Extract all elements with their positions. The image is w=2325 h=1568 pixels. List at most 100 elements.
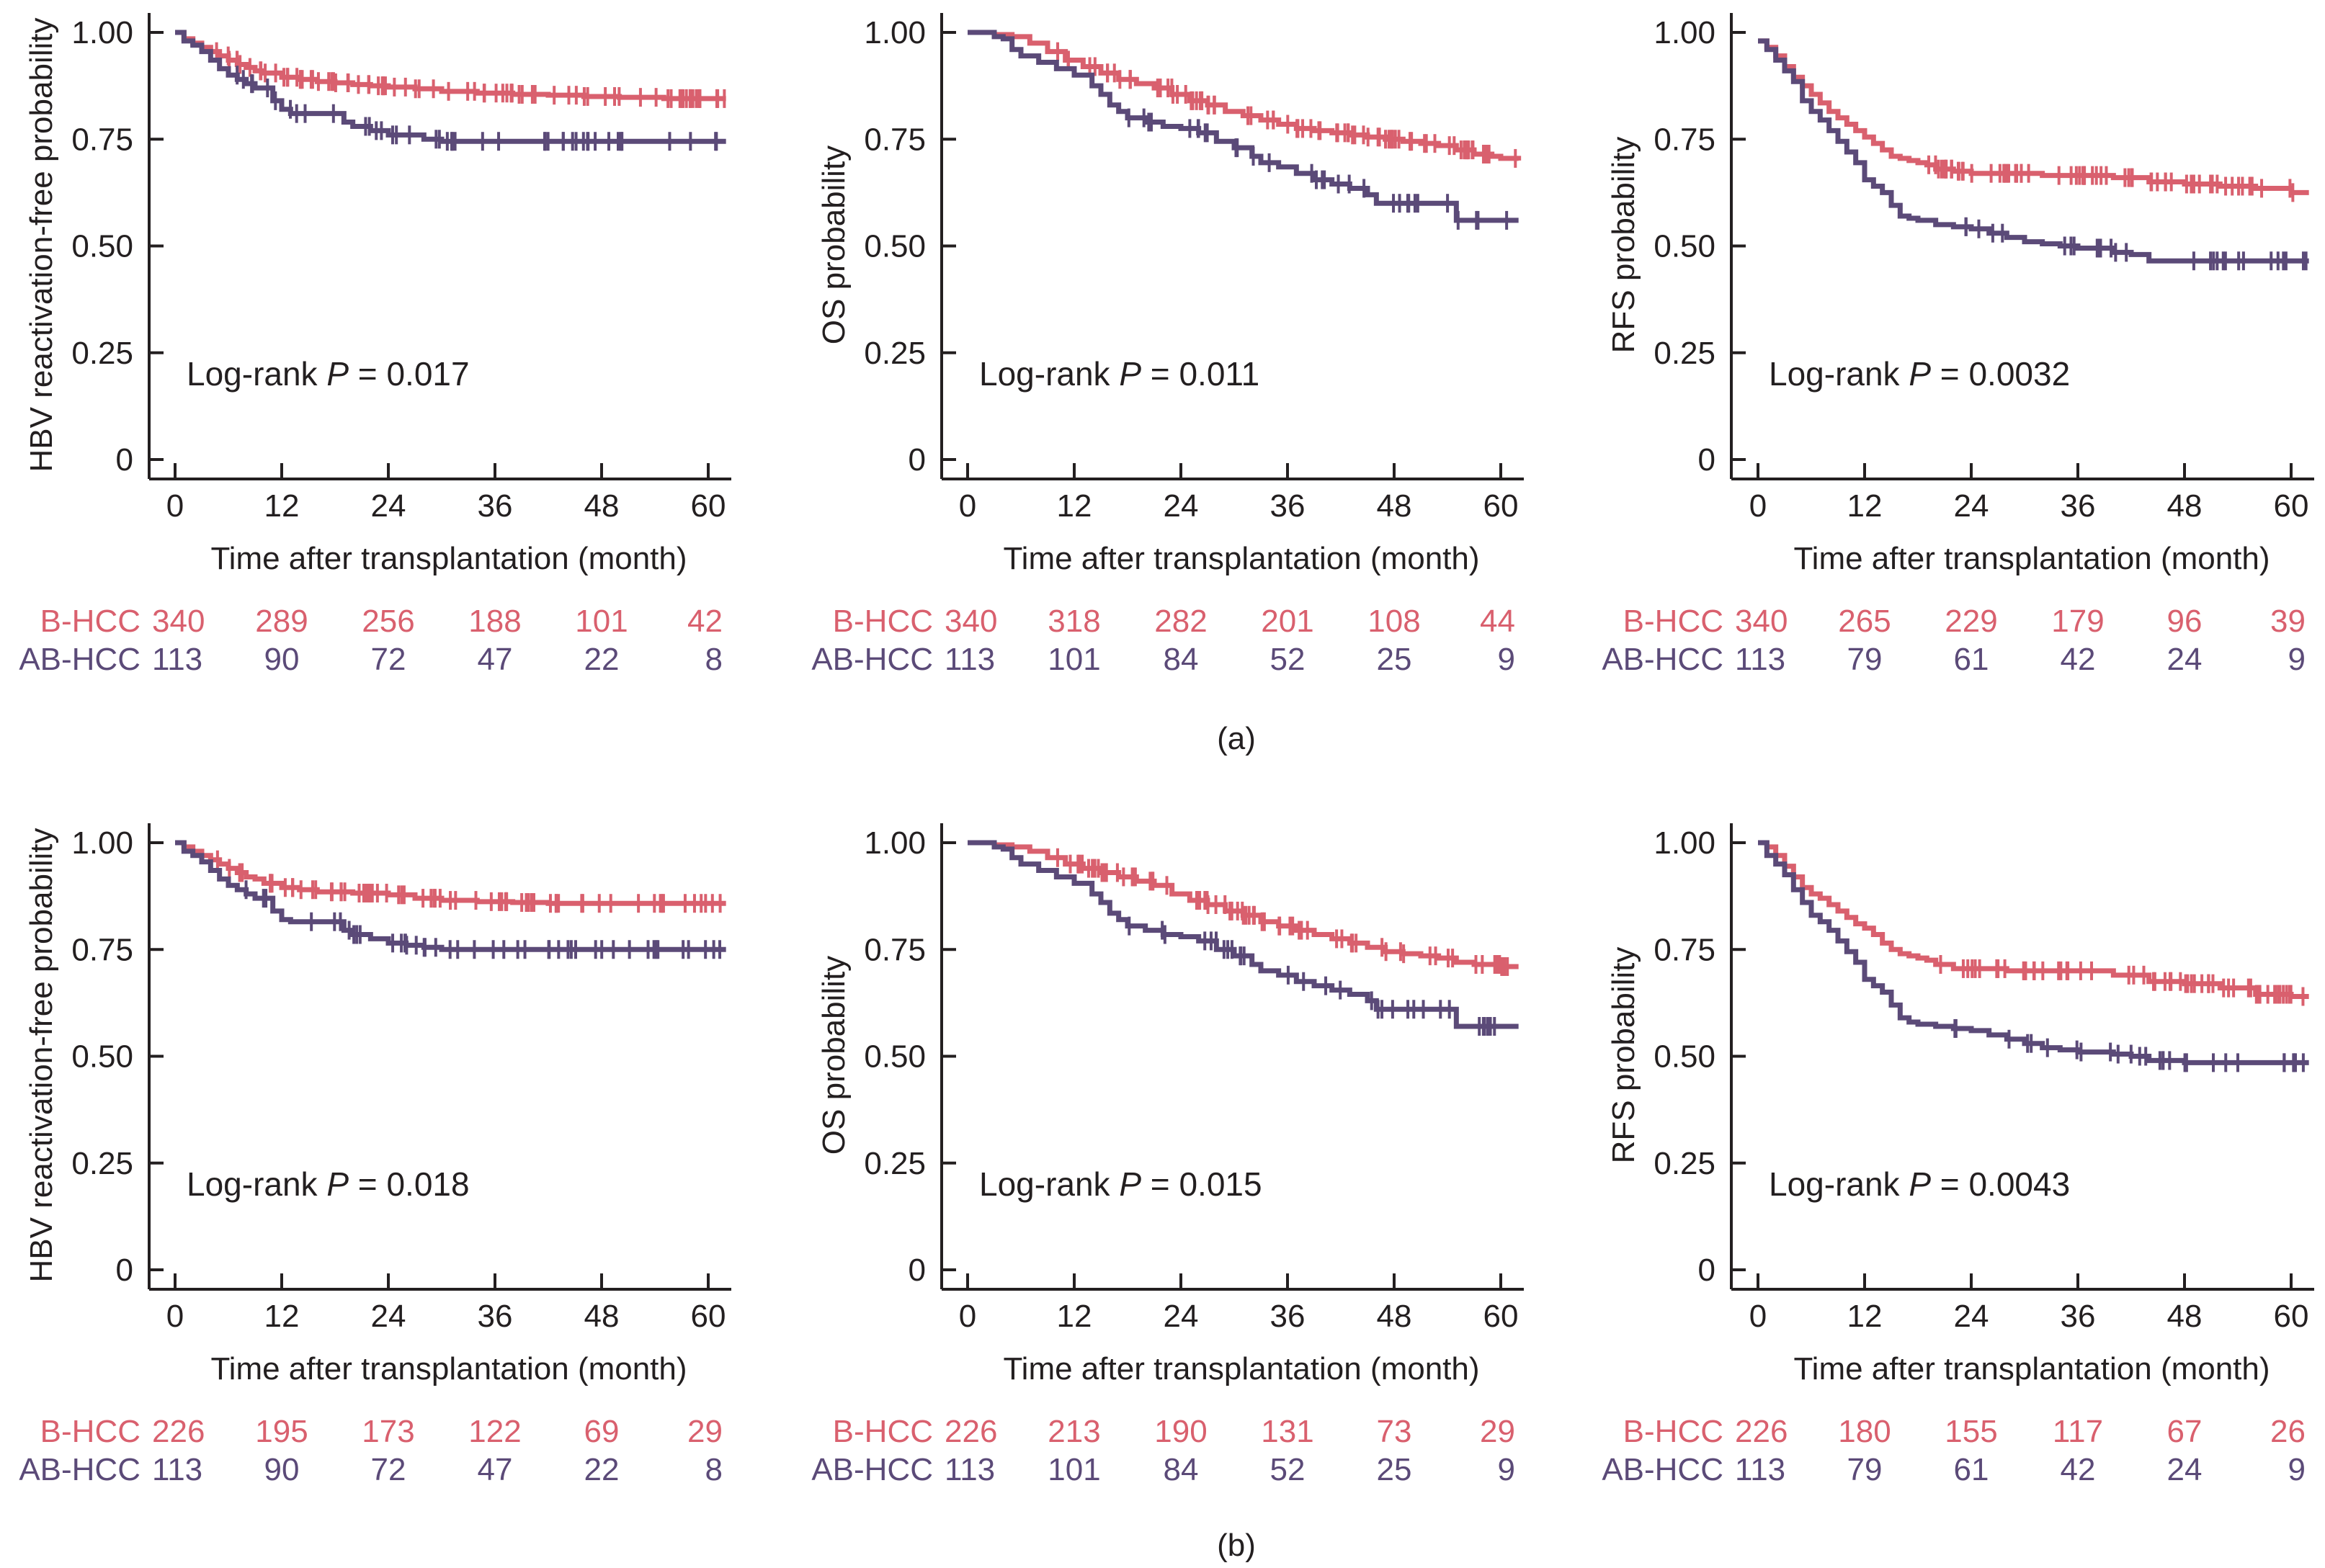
y-tick-label: 0: [909, 1253, 926, 1288]
y-tick-label: 0: [116, 442, 133, 478]
risk-count: 44: [1480, 604, 1515, 639]
x-tick-label: 48: [584, 1299, 620, 1334]
risk-count: 25: [1377, 1452, 1412, 1487]
x-tick-label: 12: [1057, 488, 1092, 524]
x-tick-label: 12: [1847, 488, 1883, 524]
x-tick-label: 24: [1954, 488, 1989, 524]
y-tick-label: 1.00: [71, 825, 133, 861]
y-tick-label: 0.75: [864, 932, 926, 967]
x-tick-label: 0: [166, 488, 184, 524]
censor-marks-b-hcc: [1927, 155, 2295, 202]
x-tick-label: 24: [371, 488, 406, 524]
censor-marks-b-hcc: [1056, 848, 1509, 976]
risk-count: 122: [468, 1414, 521, 1449]
x-tick-label: 60: [1483, 1299, 1519, 1334]
risk-count: 201: [1261, 604, 1313, 639]
logrank-equals: =: [1141, 1165, 1179, 1203]
risk-count: 113: [1735, 642, 1785, 677]
x-axis-title: Time after transplantation (month): [1003, 541, 1479, 576]
y-tick-label: 1.00: [71, 15, 133, 50]
x-tick-label: 48: [2167, 488, 2203, 524]
x-tick-label: 12: [264, 488, 300, 524]
x-tick-label: 60: [2274, 488, 2309, 524]
y-tick-label: 0: [1698, 442, 1715, 478]
risk-count: 9: [2288, 642, 2306, 677]
risk-count: 190: [1154, 1414, 1207, 1449]
censor-marks-ab-hcc: [236, 66, 718, 151]
km-curve-b-hcc: [175, 840, 726, 906]
km-curve-ab-hcc: [968, 840, 1519, 1029]
risk-label-b-hcc: B-HCC: [833, 604, 933, 639]
y-axis-title: HBV reactivation-free probability: [24, 828, 59, 1283]
risk-count: 42: [687, 604, 723, 639]
risk-count: 25: [1377, 642, 1412, 677]
x-tick-label: 60: [691, 488, 726, 524]
logrank-equals: =: [1931, 1165, 1968, 1203]
y-axis-title: OS probability: [816, 145, 852, 344]
logrank-p-symbol: P: [326, 355, 349, 393]
risk-count: 340: [152, 604, 205, 639]
risk-count: 9: [2288, 1452, 2306, 1487]
logrank-prefix: Log-rank: [1769, 355, 1909, 393]
x-tick-label: 36: [1270, 1299, 1306, 1334]
risk-count: 90: [264, 1452, 300, 1487]
risk-count: 226: [152, 1414, 205, 1449]
y-tick-label: 1.00: [864, 825, 926, 861]
risk-count: 8: [705, 642, 723, 677]
y-tick-label: 0: [116, 1253, 133, 1288]
km-curve-ab-hcc: [175, 30, 726, 144]
risk-label-b-hcc: B-HCC: [1623, 1414, 1723, 1449]
x-tick-label: 0: [1749, 488, 1767, 524]
censor-marks-ab-hcc: [1128, 916, 1496, 1036]
y-tick-label: 0.25: [71, 1146, 133, 1181]
logrank-p-value: 0.018: [386, 1165, 469, 1203]
x-tick-label: 12: [264, 1299, 300, 1334]
risk-count: 39: [2270, 604, 2306, 639]
risk-label-b-hcc: B-HCC: [40, 1414, 140, 1449]
km-curve-b-hcc: [1758, 38, 2309, 195]
y-axis-title: RFS probability: [1606, 137, 1641, 354]
risk-count: 229: [1945, 604, 1997, 639]
x-tick-label: 36: [478, 1299, 513, 1334]
km-curve-ab-hcc: [1758, 38, 2309, 264]
x-tick-label: 48: [1377, 1299, 1412, 1334]
y-tick-label: 0.50: [71, 229, 133, 264]
x-axis-title: Time after transplantation (month): [1793, 1351, 2270, 1386]
risk-count: 79: [1847, 642, 1883, 677]
risk-label-ab-hcc: AB-HCC: [811, 1452, 933, 1487]
risk-count: 131: [1261, 1414, 1313, 1449]
risk-count: 24: [2167, 1452, 2203, 1487]
x-tick-label: 48: [2167, 1299, 2203, 1334]
censor-marks-ab-hcc: [1953, 1018, 2305, 1072]
y-tick-label: 0.75: [864, 122, 926, 157]
risk-count: 84: [1164, 1452, 1199, 1487]
risk-count: 47: [478, 642, 513, 677]
risk-count: 61: [1954, 642, 1989, 677]
y-tick-label: 0.25: [864, 336, 926, 371]
logrank-p-value: 0.015: [1179, 1165, 1262, 1203]
risk-count: 213: [1048, 1414, 1100, 1449]
risk-label-ab-hcc: AB-HCC: [19, 642, 140, 677]
km-curve-b-hcc: [968, 30, 1522, 161]
risk-count: 9: [1498, 642, 1515, 677]
y-tick-label: 0.75: [71, 122, 133, 157]
risk-count: 282: [1154, 604, 1207, 639]
y-tick-label: 0.25: [1654, 336, 1715, 371]
censor-marks-b-hcc: [1939, 955, 2305, 1006]
logrank-equals: =: [1141, 355, 1179, 393]
risk-label-ab-hcc: AB-HCC: [811, 642, 933, 677]
x-tick-label: 24: [371, 1299, 406, 1334]
y-tick-label: 0.25: [864, 1146, 926, 1181]
risk-count: 108: [1367, 604, 1420, 639]
logrank-p-value: 0.0043: [1968, 1165, 2070, 1203]
logrank-prefix: Log-rank: [187, 1165, 326, 1203]
risk-count: 67: [2167, 1414, 2203, 1449]
y-tick-label: 0.50: [864, 1039, 926, 1075]
logrank-p-symbol: P: [1119, 355, 1141, 393]
logrank-p-value: 0.011: [1179, 355, 1259, 393]
risk-label-ab-hcc: AB-HCC: [1602, 642, 1723, 677]
